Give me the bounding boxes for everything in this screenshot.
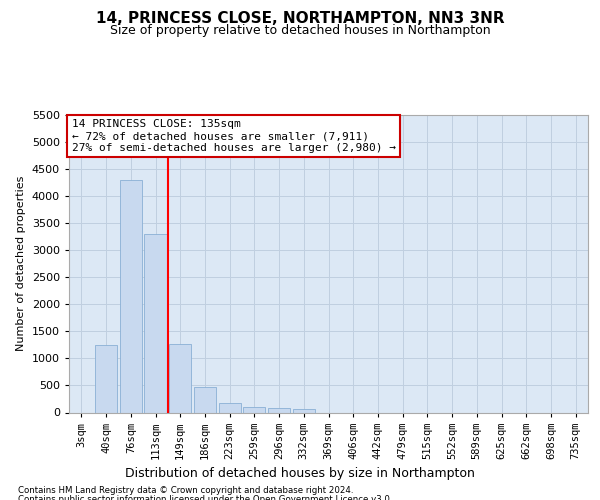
- Text: 14, PRINCESS CLOSE, NORTHAMPTON, NN3 3NR: 14, PRINCESS CLOSE, NORTHAMPTON, NN3 3NR: [95, 11, 505, 26]
- Text: Contains public sector information licensed under the Open Government Licence v3: Contains public sector information licen…: [18, 495, 392, 500]
- Bar: [169, 344, 191, 412]
- Text: Contains HM Land Registry data © Crown copyright and database right 2024.: Contains HM Land Registry data © Crown c…: [18, 486, 353, 495]
- Text: Distribution of detached houses by size in Northampton: Distribution of detached houses by size …: [125, 468, 475, 480]
- Bar: [145, 234, 167, 412]
- Bar: [218, 403, 241, 412]
- Bar: [95, 345, 117, 412]
- Y-axis label: Number of detached properties: Number of detached properties: [16, 176, 26, 352]
- Bar: [243, 407, 265, 412]
- Bar: [119, 180, 142, 412]
- Text: 14 PRINCESS CLOSE: 135sqm
← 72% of detached houses are smaller (7,911)
27% of se: 14 PRINCESS CLOSE: 135sqm ← 72% of detac…: [71, 120, 395, 152]
- Bar: [268, 408, 290, 412]
- Bar: [194, 387, 216, 412]
- Text: Size of property relative to detached houses in Northampton: Size of property relative to detached ho…: [110, 24, 490, 37]
- Bar: [293, 410, 315, 412]
